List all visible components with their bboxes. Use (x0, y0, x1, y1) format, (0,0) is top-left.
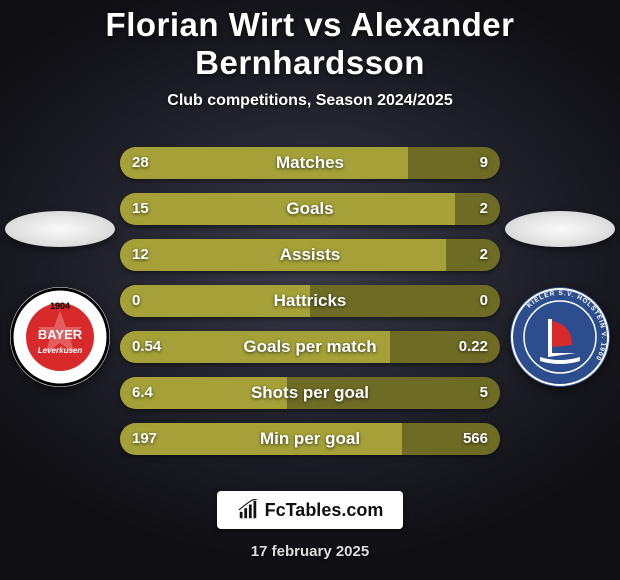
stat-row: 152Goals (120, 193, 500, 225)
stat-bar-right (455, 193, 500, 225)
stat-row: 0.540.22Goals per match (120, 331, 500, 363)
player-right-avatar (505, 211, 615, 247)
brand-logo: FcTables.com (217, 491, 404, 529)
stat-bar-left (120, 193, 455, 225)
page-subtitle: Club competitions, Season 2024/2025 (167, 92, 452, 110)
comparison-body: 1904 BAYER Leverkusen 289Matches 152Goals… (0, 124, 620, 473)
stat-bar-left (120, 147, 408, 179)
player-left-avatar (5, 211, 115, 247)
svg-text:Leverkusen: Leverkusen (38, 346, 83, 355)
stat-bar-right (390, 331, 500, 363)
club-badge-right: KIELER S.V. HOLSTEIN V. 1900 (510, 287, 610, 387)
comparison-card: Florian Wirt vs Alexander Bernhardsson C… (0, 0, 620, 580)
stat-bar-right (408, 147, 500, 179)
stat-bar-right (402, 423, 500, 455)
brand-text: FcTables.com (265, 500, 384, 521)
stat-row: 00Hattricks (120, 285, 500, 317)
stat-bar-left (120, 331, 390, 363)
player-right-column: KIELER S.V. HOLSTEIN V. 1900 (500, 211, 620, 387)
footer: FcTables.com 17 february 2025 (217, 491, 404, 560)
chart-icon (237, 499, 259, 521)
svg-text:BAYER: BAYER (38, 327, 83, 342)
stat-row: 289Matches (120, 147, 500, 179)
stat-row: 6.45Shots per goal (120, 377, 500, 409)
date-label: 17 february 2025 (251, 543, 369, 560)
stat-bar-left (120, 285, 310, 317)
stat-bar-left (120, 423, 402, 455)
stat-bar-right (446, 239, 500, 271)
stat-row: 197566Min per goal (120, 423, 500, 455)
stats-column: 289Matches 152Goals 122Assists 00Hattricks 0… (120, 143, 500, 455)
svg-text:1904: 1904 (50, 301, 70, 311)
stat-bar-right (287, 377, 500, 409)
stat-bar-right (310, 285, 500, 317)
club-badge-left: 1904 BAYER Leverkusen (10, 287, 110, 387)
page-title: Florian Wirt vs Alexander Bernhardsson (0, 6, 620, 82)
player-left-column: 1904 BAYER Leverkusen (0, 211, 120, 387)
stat-row: 122Assists (120, 239, 500, 271)
stat-bar-left (120, 377, 287, 409)
stat-bar-left (120, 239, 446, 271)
club-badge-right-svg: KIELER S.V. HOLSTEIN V. 1900 (510, 287, 610, 387)
club-badge-left-svg: 1904 BAYER Leverkusen (10, 287, 110, 387)
